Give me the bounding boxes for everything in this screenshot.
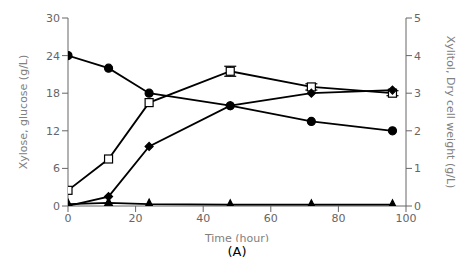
svg-text:20: 20 (129, 212, 143, 225)
svg-text:0: 0 (65, 212, 72, 225)
svg-text:1: 1 (414, 162, 421, 175)
svg-text:Time (hour): Time (hour) (204, 232, 269, 242)
svg-text:30: 30 (46, 12, 60, 25)
svg-text:40: 40 (196, 212, 210, 225)
svg-text:3: 3 (414, 87, 421, 100)
svg-text:60: 60 (264, 212, 278, 225)
svg-text:100: 100 (396, 212, 417, 225)
svg-text:4: 4 (414, 50, 421, 63)
svg-text:5: 5 (414, 12, 421, 25)
svg-text:2: 2 (414, 125, 421, 138)
svg-text:0: 0 (414, 200, 421, 213)
svg-text:Xylitol, Dry cell weight (g/L): Xylitol, Dry cell weight (g/L) (444, 36, 457, 189)
svg-text:18: 18 (46, 87, 60, 100)
html-text:(A): (A) (227, 244, 247, 259)
svg-text:Xylose, glucose (g/L): Xylose, glucose (g/L) (17, 55, 30, 170)
svg-text:80: 80 (331, 212, 345, 225)
svg-text:0: 0 (53, 200, 60, 213)
svg-text:24: 24 (46, 50, 60, 63)
svg-text:6: 6 (53, 162, 60, 175)
svg-text:12: 12 (46, 125, 60, 138)
